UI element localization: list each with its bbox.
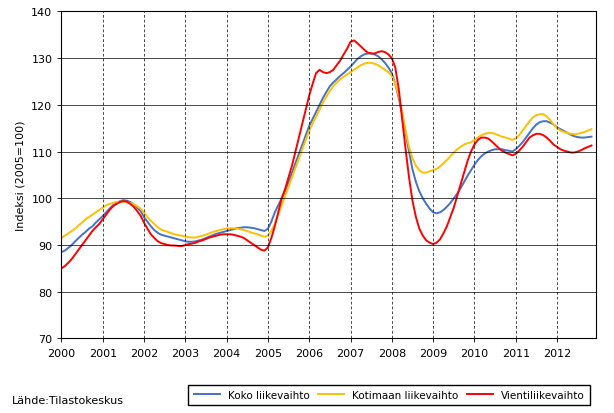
Kotimaan liikevaihto	[540, 112, 547, 117]
Vientiliikevaihto	[58, 266, 65, 271]
Kotimaan liikevaihto	[313, 115, 320, 120]
Vientiliikevaihto	[429, 242, 437, 247]
Kotimaan liikevaihto	[533, 114, 540, 119]
Line: Koko liikevaihto: Koko liikevaihto	[61, 55, 591, 252]
Koko liikevaihto	[364, 52, 371, 57]
Text: Lähde:Tilastokeskus: Lähde:Tilastokeskus	[12, 395, 124, 405]
Koko liikevaihto	[58, 250, 65, 255]
Koko liikevaihto	[574, 135, 581, 140]
Kotimaan liikevaihto	[574, 132, 581, 137]
Koko liikevaihto	[505, 149, 513, 154]
Kotimaan liikevaihto	[588, 127, 595, 132]
Y-axis label: Indeksi (2005=100): Indeksi (2005=100)	[16, 121, 26, 230]
Kotimaan liikevaihto	[58, 236, 65, 241]
Legend: Koko liikevaihto, Kotimaan liikevaihto, Vientiliikevaihto: Koko liikevaihto, Kotimaan liikevaihto, …	[188, 385, 591, 405]
Vientiliikevaihto	[313, 71, 320, 76]
Vientiliikevaihto	[350, 39, 357, 44]
Kotimaan liikevaihto	[364, 61, 371, 66]
Koko liikevaihto	[313, 110, 320, 115]
Vientiliikevaihto	[588, 144, 595, 149]
Koko liikevaihto	[533, 123, 540, 128]
Vientiliikevaihto	[505, 152, 513, 157]
Koko liikevaihto	[540, 119, 547, 124]
Vientiliikevaihto	[574, 150, 581, 155]
Line: Kotimaan liikevaihto: Kotimaan liikevaihto	[61, 64, 591, 238]
Line: Vientiliikevaihto: Vientiliikevaihto	[61, 41, 591, 269]
Vientiliikevaihto	[533, 132, 540, 137]
Kotimaan liikevaihto	[505, 137, 513, 142]
Kotimaan liikevaihto	[429, 169, 437, 173]
Koko liikevaihto	[429, 210, 437, 215]
Vientiliikevaihto	[540, 133, 547, 138]
Koko liikevaihto	[588, 135, 595, 140]
